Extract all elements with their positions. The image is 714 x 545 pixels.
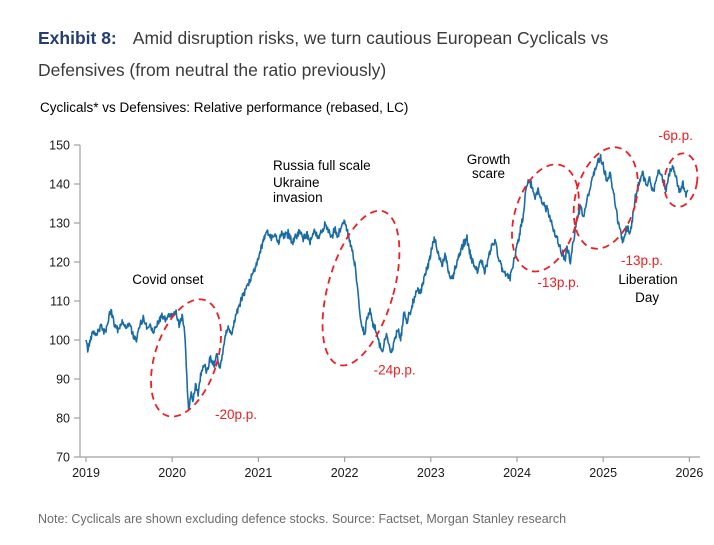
annotation-invasion: invasion xyxy=(273,190,323,205)
x-axis-tick-label: 2024 xyxy=(503,466,531,480)
annotation-24p-p: -24p.p. xyxy=(374,362,416,377)
exhibit-number: Exhibit 8: xyxy=(38,28,117,48)
russia-invasion-drawdown-ellipse xyxy=(321,209,401,367)
chart-title: Cyclicals* vs Defensives: Relative perfo… xyxy=(40,100,409,115)
annotation-13p-p: -13p.p. xyxy=(537,275,579,290)
annotation-20p-p: -20p.p. xyxy=(215,407,257,422)
annotation-liberation: Liberation xyxy=(618,272,677,287)
y-axis-tick-label: 120 xyxy=(49,256,70,270)
chart-canvas: 70 80 90 100 110 120 130 140 150 2019 2020 2021 2022… xyxy=(49,128,703,480)
annotation-13p-p: -13p.p. xyxy=(621,253,663,268)
y-axis-tick-label: 140 xyxy=(49,178,70,192)
y-axis-tick-label: 130 xyxy=(49,217,70,231)
x-axis-tick-label: 2023 xyxy=(417,466,445,480)
annotation-growth: Growth xyxy=(467,152,511,167)
y-axis-tick-label: 80 xyxy=(56,412,70,426)
x-axis-tick-label: 2026 xyxy=(675,466,703,480)
exhibit-title: Exhibit 8: Amid disruption risks, we turn… xyxy=(38,22,688,87)
y-axis-tick-label: 110 xyxy=(50,295,70,309)
source-note: Note: Cyclicals are shown excluding defe… xyxy=(38,512,567,526)
annotation-scare: scare xyxy=(472,166,505,181)
x-axis-tick-label: 2020 xyxy=(158,466,186,480)
x-axis-tick-label: 2022 xyxy=(331,466,359,480)
y-axis-tick-label: 70 xyxy=(56,451,70,465)
exhibit-title-text: Amid disruption risks, we turn cautious … xyxy=(38,28,609,81)
relative-performance-line xyxy=(85,153,689,410)
y-axis-tick-label: 150 xyxy=(49,139,70,153)
annotation-covid-onset: Covid onset xyxy=(132,272,204,287)
y-axis-tick-label: 90 xyxy=(56,373,70,387)
x-axis-tick-label: 2021 xyxy=(244,466,272,480)
growth-scare-drawdown-ellipse xyxy=(511,163,580,273)
annotation-6p-p: -6p.p. xyxy=(658,128,693,143)
x-axis-tick-label: 2019 xyxy=(72,466,100,480)
annotation-day: Day xyxy=(635,290,659,305)
line-chart: 70 80 90 100 110 120 130 140 150 2019 2020 2021 2022… xyxy=(0,120,714,510)
y-axis-tick-label: 100 xyxy=(49,334,70,348)
annotation-ukraine: Ukraine xyxy=(273,175,320,190)
covid-drawdown-ellipse xyxy=(150,298,222,418)
annotation-russia-full-scale: Russia full scale xyxy=(273,158,371,173)
latest-drawdown-ellipse xyxy=(663,152,699,208)
x-axis-tick-label: 2025 xyxy=(589,466,617,480)
